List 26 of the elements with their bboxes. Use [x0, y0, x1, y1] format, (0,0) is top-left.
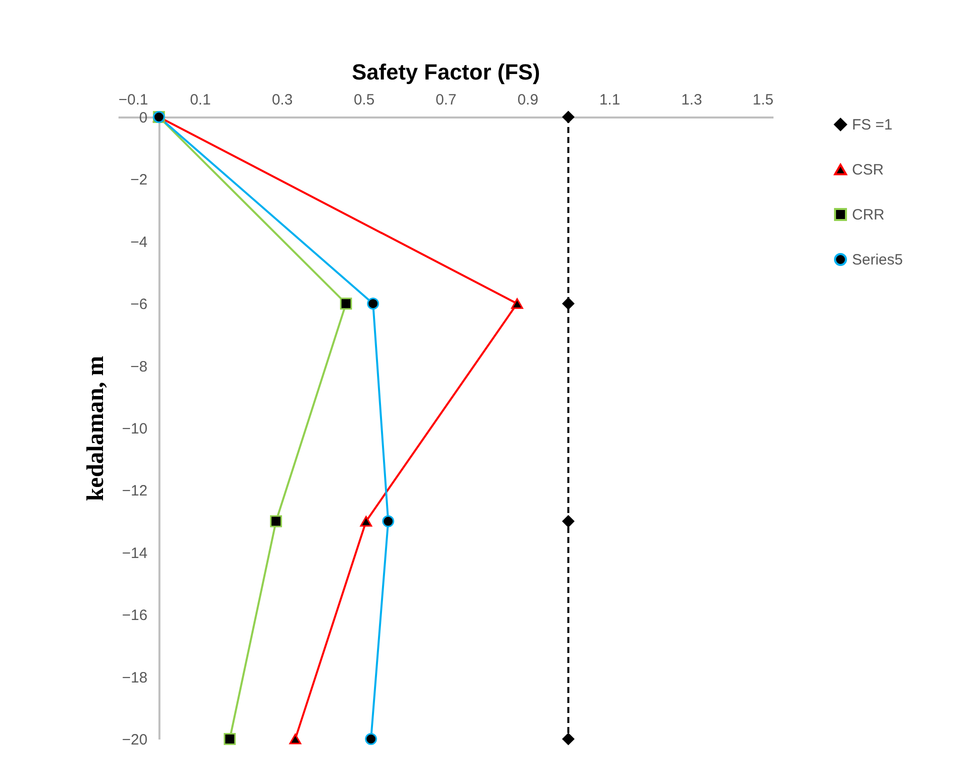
x-tick-label: 1.3 — [681, 92, 702, 108]
x-tick-label: −0.1 — [118, 92, 148, 108]
x-tick-label: 0.5 — [354, 92, 375, 108]
y-tick-label: −18 — [122, 669, 148, 686]
x-tick-label: 0.1 — [190, 92, 211, 108]
legend-label: CRR — [852, 206, 885, 224]
y-tick-label: −16 — [122, 607, 148, 624]
y-tick-label: −8 — [130, 358, 148, 376]
y-axis-title: kedalaman, m — [82, 356, 109, 502]
y-tick-label: −6 — [130, 296, 148, 314]
legend-label: FS =1 — [852, 116, 892, 134]
x-tick-label: 1.5 — [752, 92, 774, 108]
x-axis-title: Safety Factor (FS) — [352, 60, 540, 84]
y-tick-label: −14 — [122, 544, 148, 562]
x-tick-label: 0.7 — [436, 92, 456, 108]
x-tick-label: 0.9 — [517, 92, 538, 108]
y-tick-label: −2 — [130, 172, 148, 189]
legend-label: CSR — [852, 162, 884, 178]
y-tick-label: −4 — [130, 234, 148, 251]
y-tick-label: −10 — [122, 420, 148, 438]
y-tick-label: 0 — [139, 110, 148, 126]
legend-label: Series5 — [852, 252, 903, 268]
y-tick-label: −12 — [122, 482, 148, 500]
x-tick-label: 1.1 — [599, 92, 620, 108]
x-tick-label: 0.3 — [272, 92, 293, 108]
y-tick-label: −20 — [122, 732, 148, 748]
